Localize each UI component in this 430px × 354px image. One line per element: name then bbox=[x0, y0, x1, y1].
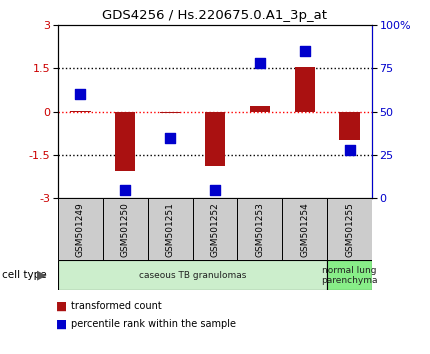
Text: GSM501249: GSM501249 bbox=[76, 202, 85, 257]
Bar bbox=[327, 198, 372, 260]
Bar bbox=[327, 260, 372, 290]
Point bbox=[301, 48, 308, 54]
Text: cell type: cell type bbox=[2, 270, 47, 280]
Text: normal lung
parenchyma: normal lung parenchyma bbox=[321, 266, 378, 285]
Text: GDS4256 / Hs.220675.0.A1_3p_at: GDS4256 / Hs.220675.0.A1_3p_at bbox=[102, 9, 328, 22]
Bar bbox=[282, 198, 327, 260]
Bar bbox=[115, 112, 135, 171]
Text: GSM501253: GSM501253 bbox=[255, 202, 264, 257]
Bar bbox=[103, 198, 148, 260]
Text: caseous TB granulomas: caseous TB granulomas bbox=[139, 271, 246, 280]
Bar bbox=[58, 260, 327, 290]
Text: GSM501250: GSM501250 bbox=[121, 202, 130, 257]
Bar bbox=[205, 112, 225, 166]
Text: ▶: ▶ bbox=[37, 269, 47, 282]
Bar bbox=[71, 111, 91, 112]
Point bbox=[77, 91, 84, 97]
Bar bbox=[58, 198, 103, 260]
Text: GSM501252: GSM501252 bbox=[211, 202, 219, 257]
Bar bbox=[193, 198, 237, 260]
Bar bbox=[237, 198, 282, 260]
Point bbox=[256, 60, 263, 66]
Text: ■: ■ bbox=[56, 318, 67, 330]
Point bbox=[167, 135, 174, 141]
Bar bbox=[250, 106, 270, 112]
Bar bbox=[339, 112, 359, 141]
Point bbox=[212, 187, 218, 193]
Bar bbox=[148, 198, 193, 260]
Text: transformed count: transformed count bbox=[71, 301, 162, 311]
Bar bbox=[160, 112, 180, 113]
Point bbox=[346, 147, 353, 153]
Bar bbox=[295, 67, 315, 112]
Point bbox=[122, 187, 129, 193]
Text: GSM501251: GSM501251 bbox=[166, 202, 175, 257]
Text: ■: ■ bbox=[56, 300, 67, 313]
Text: GSM501255: GSM501255 bbox=[345, 202, 354, 257]
Text: GSM501254: GSM501254 bbox=[300, 202, 309, 257]
Text: percentile rank within the sample: percentile rank within the sample bbox=[71, 319, 236, 329]
